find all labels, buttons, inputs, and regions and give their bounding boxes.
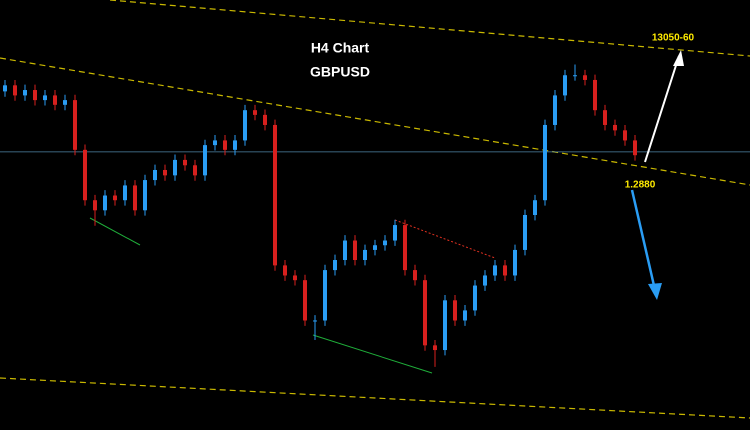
up-arrow: [644, 55, 680, 163]
candle-body: [623, 130, 627, 141]
resistance-line: [394, 219, 496, 259]
candle-body: [143, 180, 147, 211]
candle-body: [423, 280, 427, 346]
candle-body: [433, 345, 437, 351]
candle-body: [443, 300, 447, 351]
candle-body: [413, 270, 417, 281]
down-arrow: [630, 189, 657, 291]
plot-area: [0, 64, 750, 367]
candle-body: [53, 95, 57, 105]
support-line: [89, 217, 141, 246]
candle-body: [333, 260, 337, 271]
candle-body: [613, 124, 617, 131]
candle-body: [393, 225, 397, 241]
candle-body: [323, 270, 327, 321]
candle-body: [463, 310, 467, 321]
candle-body: [493, 265, 497, 276]
candle-body: [353, 240, 357, 261]
candle-body: [23, 90, 27, 96]
candle-body: [603, 110, 607, 125]
candle-body: [83, 149, 87, 201]
candle-body: [213, 140, 217, 146]
candle-body: [263, 114, 267, 125]
candle-body: [543, 124, 547, 201]
chart-title: H4 Chart: [311, 40, 370, 56]
candle-body: [73, 100, 77, 150]
candle-body: [343, 240, 347, 261]
candle-body: [63, 100, 67, 105]
candle-body: [123, 185, 127, 201]
candle-body: [3, 85, 7, 92]
down-arrow-head: [648, 283, 662, 300]
chart-subtitle: GBPUSD: [310, 64, 370, 80]
candle-body: [273, 124, 277, 266]
candle-body: [483, 275, 487, 286]
candle-body: [363, 249, 367, 261]
level-label: 1.2880: [625, 179, 656, 190]
channel-lines: [0, 0, 750, 419]
candle-body: [183, 159, 187, 166]
candle-body: [573, 75, 577, 77]
candle-body: [633, 140, 637, 156]
middle-trend-line: [0, 57, 750, 186]
candle-body: [383, 240, 387, 246]
candle-body: [43, 95, 47, 101]
candle-body: [533, 200, 537, 215]
up-arrow-head: [673, 50, 684, 66]
candle-body: [173, 159, 177, 176]
candle-body: [523, 215, 527, 250]
candle-body: [163, 169, 167, 176]
candle-body: [373, 245, 377, 250]
candle-body: [153, 169, 157, 181]
candle-body: [203, 145, 207, 176]
candle-body: [13, 85, 17, 96]
candle-body: [283, 265, 287, 276]
candle-body: [513, 249, 517, 276]
candle-body: [253, 110, 257, 115]
candle-body: [583, 75, 587, 80]
support-line: [312, 334, 433, 374]
candle-body: [593, 79, 597, 111]
candle-body: [93, 200, 97, 211]
candle-body: [223, 140, 227, 150]
candle-body: [403, 225, 407, 271]
lower-channel-line: [0, 377, 750, 419]
candle-body: [33, 90, 37, 101]
candle-body: [103, 195, 107, 211]
target-annotation: 13050-60: [652, 33, 695, 44]
candle-body: [553, 95, 557, 125]
candle-body: [453, 300, 457, 321]
upper-channel-line: [109, 0, 750, 57]
candle-body: [113, 195, 117, 201]
candle-body: [193, 165, 197, 176]
candle-body: [133, 185, 137, 211]
candle-body: [313, 320, 317, 322]
candle-body: [233, 140, 237, 150]
candle-body: [243, 110, 247, 141]
candle-body: [293, 275, 297, 281]
candle-body: [563, 75, 567, 96]
candle-body: [503, 265, 507, 276]
candle-body: [473, 285, 477, 311]
candle-body: [303, 280, 307, 321]
